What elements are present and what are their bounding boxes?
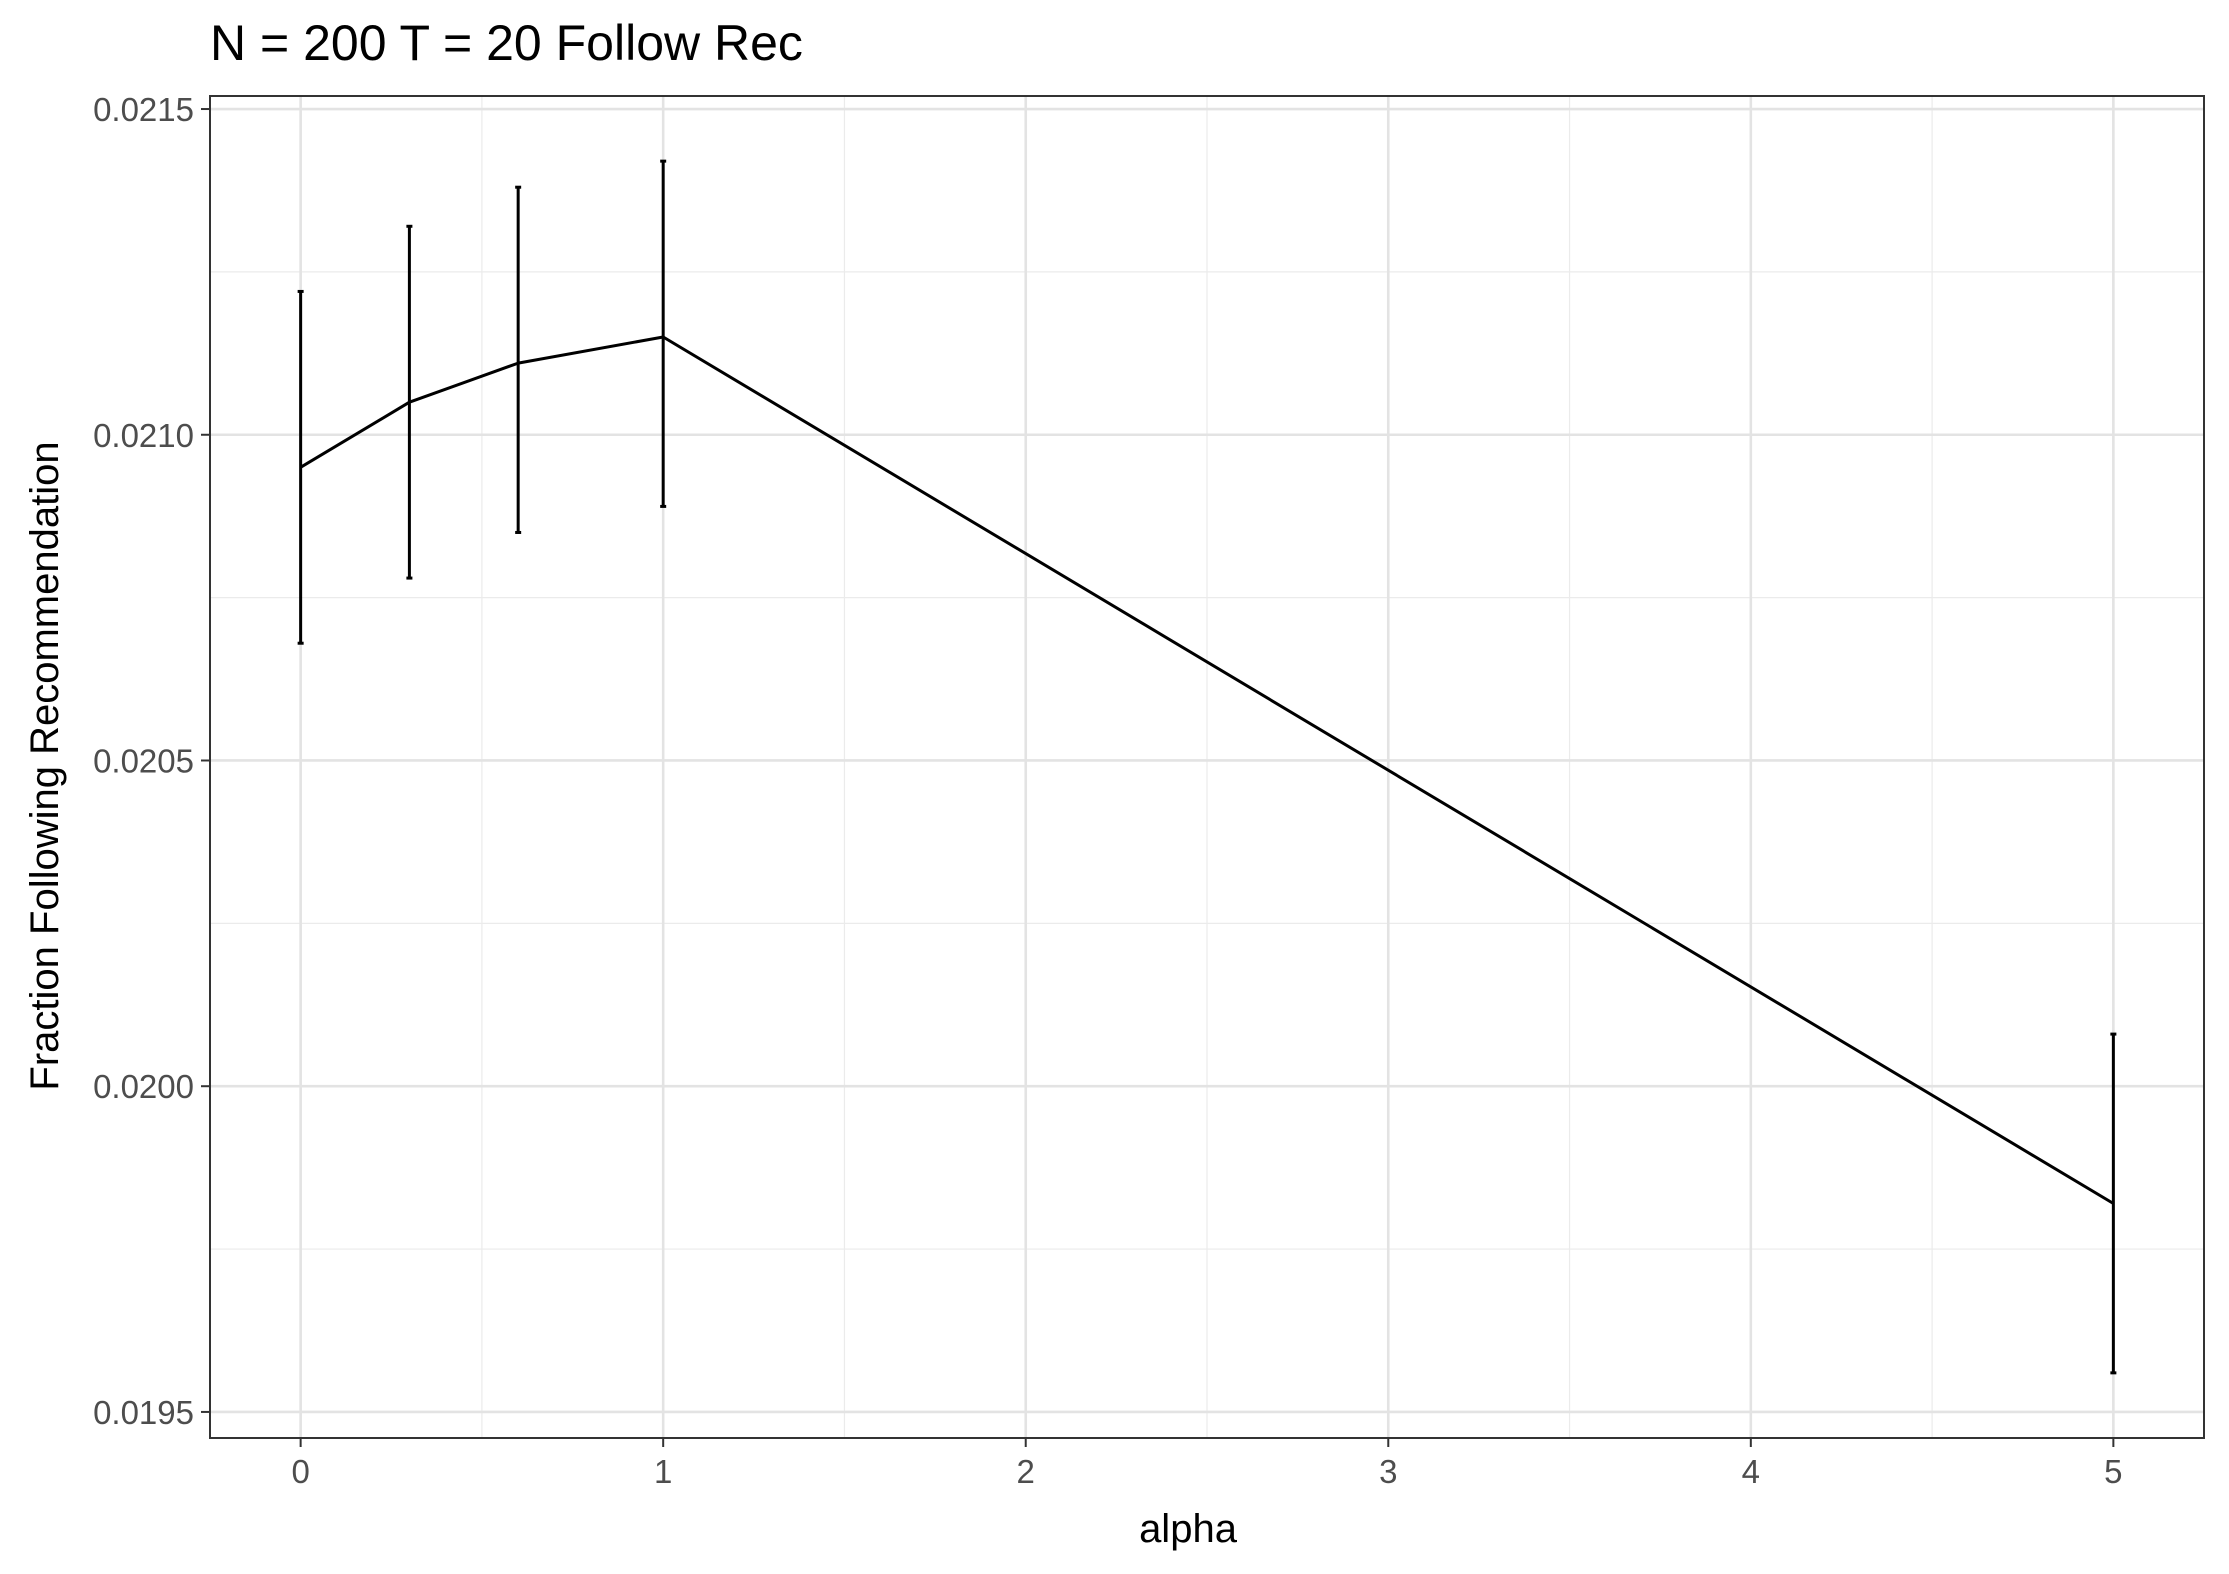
x-tick-label: 0 [291,1453,309,1490]
y-axis-ticks: 0.0195 0.0200 0.0205 0.0210 0.0215 [93,91,210,1431]
x-axis-title: alpha [1139,1507,1238,1551]
x-tick-label: 4 [1742,1453,1760,1490]
series-layer [297,159,2117,1375]
y-tick-label: 0.0200 [93,1068,194,1105]
x-tick-label: 2 [1017,1453,1035,1490]
major-gridlines [210,96,2204,1438]
y-tick-label: 0.0205 [93,742,194,779]
y-tick-label: 0.0215 [93,91,194,128]
minor-gridlines [210,96,2204,1438]
y-tick-label: 0.0210 [93,417,194,454]
x-tick-label: 3 [1379,1453,1397,1490]
y-tick-label: 0.0195 [93,1394,194,1431]
y-axis-title: Fraction Following Recommendation [23,441,67,1090]
chart-title: N = 200 T = 20 Follow Rec [210,15,803,71]
x-tick-label: 1 [654,1453,672,1490]
plot-panel-border [209,95,2205,1439]
x-axis-ticks: 0 1 2 3 4 5 [291,1438,2123,1490]
x-tick-label: 5 [2104,1453,2122,1490]
